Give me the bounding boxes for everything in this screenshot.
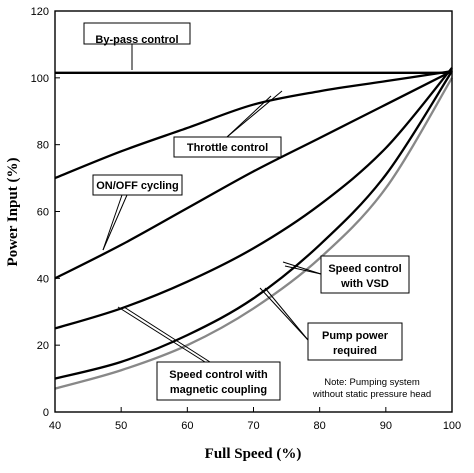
annotation-label-line2: magnetic coupling [170,384,267,396]
x-tick-label: 50 [115,420,127,432]
annotation-label: Throttle control [187,142,268,154]
y-tick-label: 80 [37,140,49,152]
leader-line [259,287,309,341]
annotation-box [83,22,191,45]
x-tick-label: 100 [443,420,461,432]
annotation-label-line2: with VSD [340,278,389,290]
x-tick-label: 60 [181,420,193,432]
leader-line [123,306,211,363]
annotation-box [320,255,410,294]
leader-line [264,287,309,341]
leader-line [117,306,206,363]
annotation-label: By-pass control [95,34,178,46]
x-tick-label: 40 [49,420,61,432]
leader-line [284,265,322,275]
annotations: By-pass control Throttle control ON/OFF cy… [83,22,431,401]
y-tick-label: 40 [37,273,49,285]
leader-line [102,194,123,251]
note-line-2: without static pressure head [312,389,431,400]
plot-area [54,10,453,413]
x-axis-label: Full Speed (%) [205,446,302,462]
annotation-label: ON/OFF cycling [96,180,179,192]
series-speed-control-with-magnetic-coupling [54,67,453,330]
y-tick-label: 20 [37,340,49,352]
annotation-box [156,361,281,401]
annotation-box [173,136,282,158]
leader-lines [102,44,322,363]
series-lines [54,67,453,390]
leader-line [226,90,283,138]
x-tick-label: 70 [247,420,259,432]
y-axis-label: Power Input (%) [5,158,21,267]
x-tick-label: 90 [380,420,392,432]
leader-line [226,95,272,138]
leader-line [102,194,128,251]
series-throttle-control [54,70,453,180]
y-tick-label: 100 [31,73,49,85]
series-pump-power-required [54,77,453,390]
annotation-label-line2: required [333,345,377,357]
y-tick-label: 0 [43,407,49,419]
leader-line [282,261,322,275]
y-tick-label: 60 [37,207,49,219]
series-on-off-cycling [54,70,453,280]
annotation-box [307,322,403,361]
note-line-1: Note: Pumping system [324,377,420,388]
annotation-label: Speed control with [169,369,268,381]
annotation-label: Pump power [322,330,389,342]
annotation-box [92,174,183,196]
x-tick-label: 80 [314,420,326,432]
annotation-label: Speed control [328,263,401,275]
y-tick-label: 120 [31,6,49,18]
